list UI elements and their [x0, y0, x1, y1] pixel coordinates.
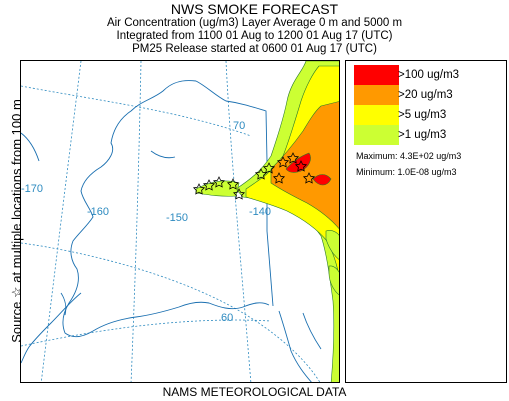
source-star-icon: [262, 162, 276, 174]
header-line-release: PM25 Release started at 0600 01 Aug 17 (…: [132, 43, 377, 55]
legend-maximum: Maximum: 4.3E+02 ug/m3: [356, 151, 462, 161]
legend-item-1: >1 ug/m3: [354, 125, 504, 145]
source-star-icon: [202, 179, 216, 191]
plume-patches: [325, 230, 339, 296]
legend-item-20: >20 ug/m3: [354, 85, 504, 105]
lon-label-160: -160: [87, 206, 109, 218]
data-source-footer: NAMS METEOROLOGICAL DATA: [162, 385, 347, 399]
source-markers: [192, 152, 316, 200]
legend-panel: >100 ug/m3 >20 ug/m3 >5 ug/m3 >1 ug/m3 M…: [345, 60, 507, 383]
source-star-icon: [232, 188, 246, 200]
source-star-icon: [294, 160, 308, 172]
source-star-icon: [302, 172, 316, 184]
lat-label-60: 60: [221, 312, 233, 324]
lon-label-150: -150: [166, 212, 188, 224]
legend-swatch: [354, 85, 399, 105]
source-star-icon: [272, 172, 286, 184]
header-line-integration: Integrated from 1100 01 Aug to 1200 01 A…: [116, 30, 393, 42]
lon-label-140: -140: [249, 206, 271, 218]
legend-label: >5 ug/m3: [398, 109, 447, 121]
legend-label: >1 ug/m3: [398, 129, 447, 141]
page-title: NWS SMOKE FORECAST: [170, 1, 339, 17]
legend-swatch: [354, 65, 399, 85]
legend-minimum: Minimum: 1.0E-08 ug/m3: [356, 167, 457, 177]
legend-swatch: [354, 105, 399, 125]
source-star-icon: [276, 156, 290, 168]
source-star-icon: [212, 176, 226, 188]
legend-item-100: >100 ug/m3: [354, 65, 504, 85]
legend-label: >100 ug/m3: [398, 69, 460, 81]
legend-item-5: >5 ug/m3: [354, 105, 504, 125]
source-star-icon: [286, 152, 300, 164]
plume-layer-100: [285, 152, 332, 186]
source-star-icon: [254, 168, 268, 180]
forecast-map: -170 -160 -150 -140 100 70 60: [21, 61, 339, 382]
lon-label-170: -170: [21, 183, 43, 195]
lat-label-70: 70: [233, 120, 245, 132]
legend-label: >20 ug/m3: [398, 89, 453, 101]
header-line-concentration: Air Concentration (ug/m3) Layer Average …: [106, 17, 403, 29]
legend-swatch: [354, 125, 399, 145]
source-star-icon: [192, 183, 206, 195]
source-star-icon: [226, 178, 240, 190]
map-panel: -170 -160 -150 -140 100 70 60: [20, 60, 340, 383]
coastline: [21, 80, 322, 382]
